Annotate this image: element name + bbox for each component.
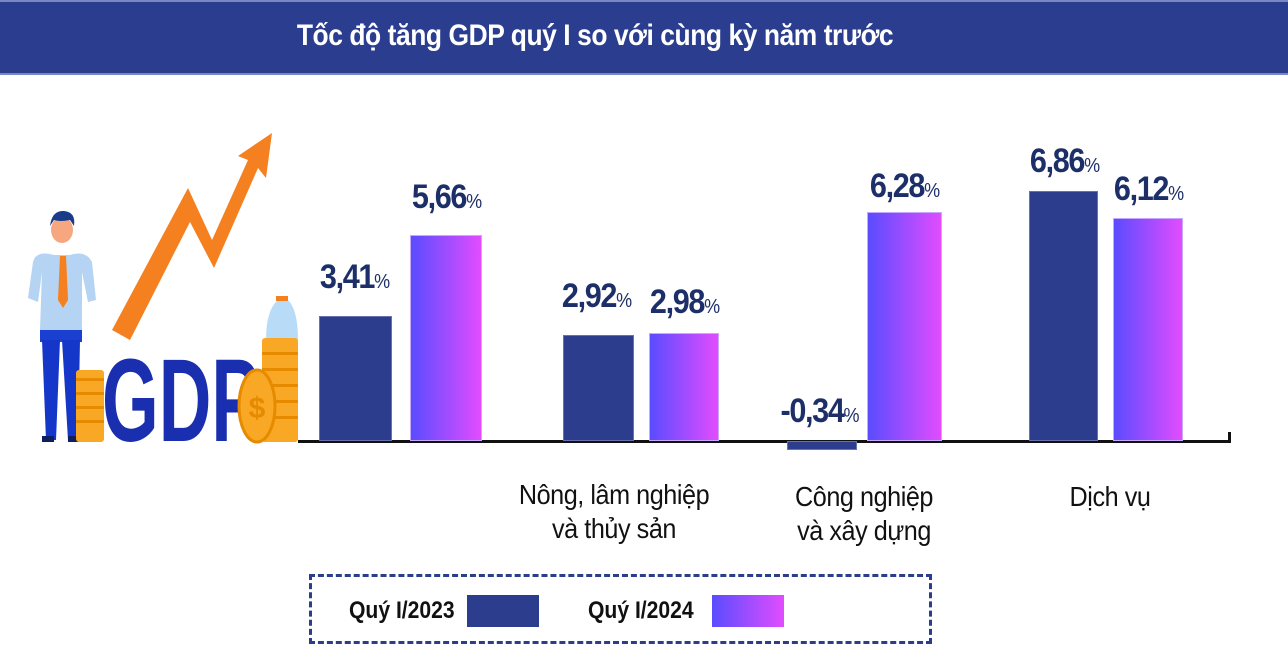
money-bag-icon (266, 296, 298, 340)
businessman-icon (28, 210, 96, 442)
value-label-serv-2024: 6,12% (1113, 170, 1185, 208)
chart-legend: Quý I/2023 Quý I/2024 (309, 574, 932, 644)
x-axis-line (298, 440, 1230, 443)
legend-label-2024: Quý I/2024 (588, 597, 694, 624)
svg-text:GDP: GDP (102, 335, 260, 450)
growth-arrow-icon (112, 133, 272, 340)
value-label-ind-2024: 6,28% (869, 167, 941, 205)
bar-agri-2023 (563, 335, 634, 441)
bar-serv-2023 (1029, 191, 1098, 441)
bar-gdp-2024 (410, 235, 482, 441)
value-label-ind-2023: -0,34% (780, 392, 860, 430)
chart-title: Tốc độ tăng GDP quý I so với cùng kỳ năm… (296, 19, 894, 52)
legend-swatch-2023 (467, 595, 539, 627)
coin-stack-icon (76, 370, 104, 442)
bar-agri-2024 (649, 333, 719, 441)
gdp-illustration: GDP $ (0, 120, 310, 467)
value-label-agri-2024: 2,98% (649, 283, 721, 321)
value-label-gdp-2023: 3,41% (319, 258, 391, 296)
category-label-serv: Dịch vụ (1069, 481, 1151, 512)
bar-gdp-2023 (319, 316, 392, 441)
category-label-ind: Công nghiệp và xây dựng (795, 481, 933, 546)
dollar-coin-icon: $ (237, 368, 277, 444)
x-axis-end-tick (1228, 432, 1231, 443)
bar-serv-2024 (1113, 218, 1183, 441)
bar-ind-2024 (867, 212, 942, 441)
svg-text:$: $ (249, 392, 266, 425)
legend-swatch-2024 (712, 595, 784, 627)
value-label-gdp-2024: 5,66% (411, 178, 483, 216)
value-label-agri-2023: 2,92% (561, 277, 633, 315)
legend-label-2023: Quý I/2023 (349, 597, 455, 624)
bar-ind-2023 (787, 441, 857, 450)
chart-header: Tốc độ tăng GDP quý I so với cùng kỳ năm… (0, 0, 1288, 75)
value-label-serv-2023: 6,86% (1029, 142, 1101, 180)
category-label-agri: Nông, lâm nghiệp và thủy sản (518, 479, 710, 544)
